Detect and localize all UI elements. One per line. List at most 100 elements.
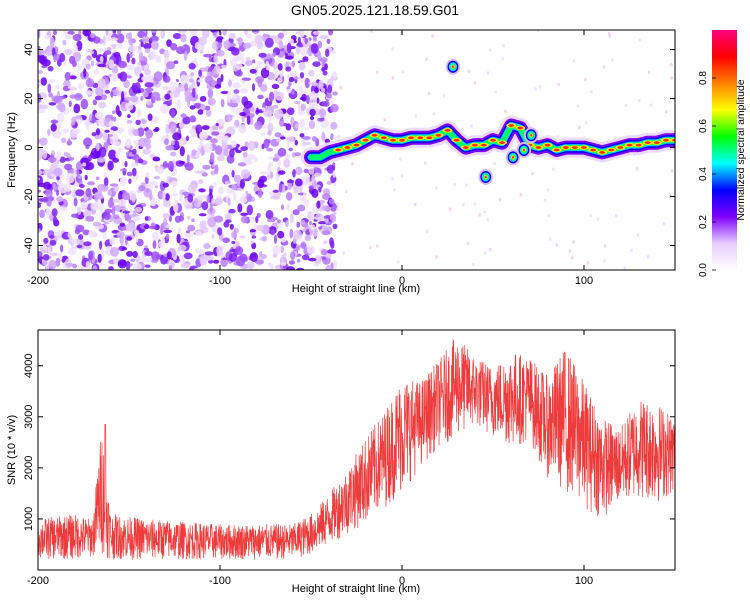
noise-blob: [55, 84, 60, 90]
noise-blob: [126, 52, 131, 63]
noise-blob: [207, 88, 213, 99]
colorbar-gradient: [712, 30, 737, 270]
noise-blob: [191, 149, 197, 157]
noise-blob: [261, 124, 269, 129]
noise-blob: [178, 138, 184, 148]
noise-blob: [49, 235, 55, 239]
noise-blob: [93, 148, 101, 159]
noise-blob: [246, 115, 251, 125]
noise-blob: [240, 146, 249, 152]
noise-blob: [277, 63, 283, 71]
noise-blob: [211, 131, 220, 136]
noise-blob: [262, 33, 267, 42]
noise-blob: [92, 265, 98, 270]
noise-blob: [179, 123, 185, 129]
noise-blob: [38, 70, 43, 75]
noise-blob: [76, 244, 83, 249]
noise-blob: [318, 199, 325, 204]
noise-blob: [261, 107, 266, 112]
noise-blob: [134, 66, 142, 76]
noise-blob: [302, 228, 307, 233]
noise-blob: [226, 180, 231, 184]
noise-blob: [38, 182, 47, 188]
noise-blob: [332, 170, 337, 178]
noise-blob: [266, 147, 274, 152]
noise-blob: [151, 259, 159, 263]
noise-blob: [324, 218, 329, 224]
noise-blob: [43, 237, 49, 244]
noise-blob: [277, 147, 287, 157]
noise-blob: [121, 91, 125, 102]
noise-blob: [88, 250, 94, 261]
noise-blob: [42, 254, 50, 261]
noise-blob: [211, 40, 220, 51]
noise-blob: [265, 210, 274, 220]
noise-blob: [107, 198, 114, 209]
noise-blob: [189, 105, 196, 110]
noise-blob: [326, 180, 333, 185]
noise-blob: [199, 255, 208, 266]
noise-blob: [270, 229, 276, 236]
noise-blob: [274, 108, 284, 120]
noise-blob: [176, 233, 181, 244]
noise-speckle: [462, 202, 465, 207]
noise-blob: [144, 216, 149, 221]
noise-blob: [69, 75, 77, 80]
noise-blob: [163, 197, 171, 208]
noise-blob: [113, 257, 119, 266]
noise-blob: [109, 129, 114, 135]
noise-blob: [314, 87, 319, 94]
noise-blob: [286, 266, 295, 270]
noise-blob: [176, 99, 181, 110]
signal-peak: [499, 141, 506, 145]
noise-blob: [165, 233, 170, 240]
noise-blob: [321, 131, 326, 141]
noise-blob: [165, 193, 170, 201]
noise-blob: [183, 163, 189, 168]
signal-peak: [535, 146, 542, 149]
noise-blob: [109, 135, 118, 145]
noise-blob: [222, 237, 230, 243]
noise-blob: [199, 95, 207, 102]
noise-blob: [38, 82, 41, 87]
noise-blob: [202, 164, 211, 170]
noise-blob: [177, 30, 187, 33]
noise-blob: [112, 30, 117, 34]
noise-blob: [95, 128, 101, 136]
noise-blob: [183, 50, 188, 61]
noise-blob: [90, 32, 96, 39]
noise-blob: [97, 184, 107, 190]
noise-blob: [82, 30, 91, 37]
noise-blob: [38, 30, 41, 39]
noise-blob: [130, 95, 139, 103]
noise-blob: [158, 240, 164, 248]
noise-blob: [210, 30, 217, 33]
noise-speckle: [466, 241, 470, 246]
noise-blob: [192, 88, 196, 98]
noise-blob: [302, 56, 309, 62]
noise-speckle: [603, 244, 607, 248]
noise-blob: [203, 142, 213, 153]
noise-blob: [38, 151, 43, 160]
noise-blob: [235, 70, 243, 77]
noise-blob: [182, 116, 191, 125]
noise-blob: [90, 60, 95, 67]
noise-blob: [304, 77, 310, 89]
snr-x-tick-label: 100: [575, 575, 593, 587]
noise-blob: [304, 234, 312, 242]
noise-blob: [152, 240, 157, 249]
noise-blob: [110, 246, 120, 257]
noise-speckle: [425, 229, 429, 234]
colorbar-tick-label: 0.2: [698, 215, 709, 229]
noise-blob: [309, 220, 312, 226]
noise-blob: [213, 215, 224, 223]
noise-speckle: [614, 214, 618, 218]
noise-speckle: [503, 109, 507, 114]
noise-blob: [320, 57, 328, 63]
noise-blob: [71, 60, 77, 68]
noise-blob: [64, 71, 71, 81]
noise-blob: [96, 157, 106, 163]
noise-blob: [99, 55, 104, 63]
noise-blob: [322, 70, 328, 76]
noise-blob: [118, 190, 124, 202]
